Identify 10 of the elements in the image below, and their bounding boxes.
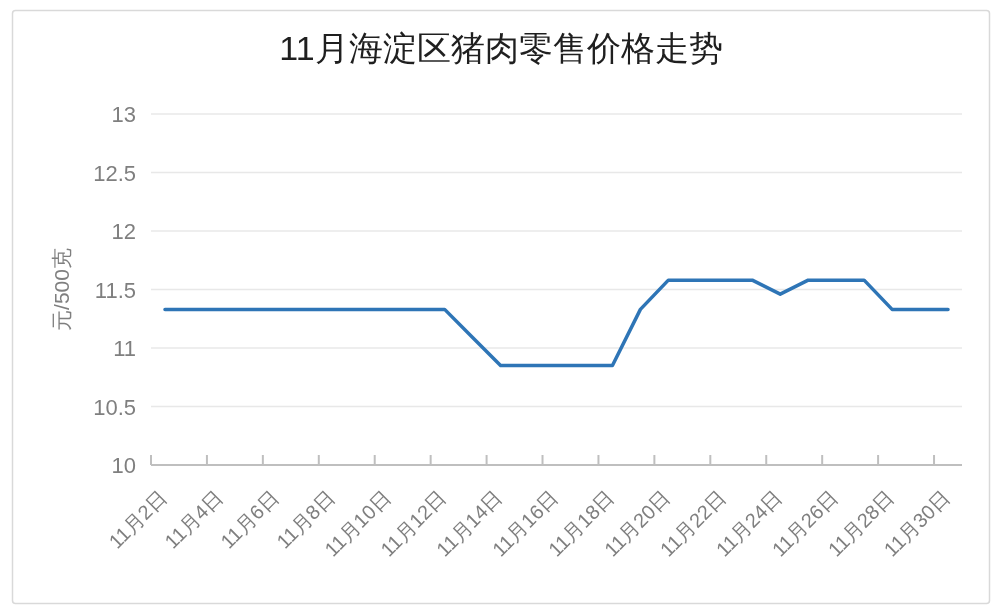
- y-tick-label: 12: [111, 219, 136, 244]
- y-tick-label: 10.5: [93, 394, 136, 420]
- line-series: [163, 278, 950, 368]
- y-axis-title: 元/500克: [50, 248, 73, 331]
- chart-title: 11月海淀区猪肉零售价格走势: [279, 29, 723, 67]
- y-tick-label: 13: [111, 102, 136, 127]
- y-tick-label: 12.5: [93, 160, 136, 186]
- y-tick-label: 10: [111, 453, 136, 478]
- y-tick-label: 11.5: [94, 277, 136, 303]
- y-tick-label: 11: [113, 336, 136, 361]
